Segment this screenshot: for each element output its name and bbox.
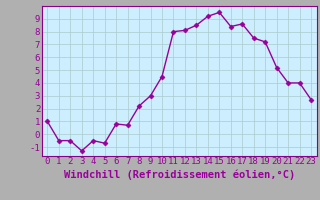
X-axis label: Windchill (Refroidissement éolien,°C): Windchill (Refroidissement éolien,°C) [64, 169, 295, 180]
